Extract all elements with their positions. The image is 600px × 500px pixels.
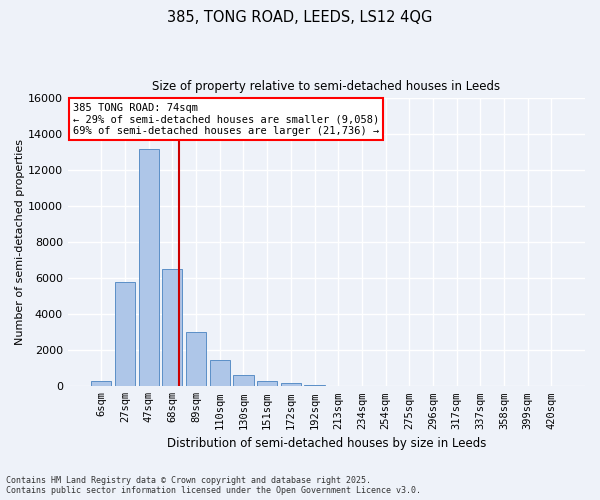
Bar	[304, 384, 325, 386]
Bar	[210, 360, 230, 386]
Bar	[233, 374, 254, 386]
X-axis label: Distribution of semi-detached houses by size in Leeds: Distribution of semi-detached houses by …	[167, 437, 486, 450]
Y-axis label: Number of semi-detached properties: Number of semi-detached properties	[15, 140, 25, 346]
Title: Size of property relative to semi-detached houses in Leeds: Size of property relative to semi-detach…	[152, 80, 500, 93]
Bar	[115, 282, 135, 387]
Text: Contains HM Land Registry data © Crown copyright and database right 2025.
Contai: Contains HM Land Registry data © Crown c…	[6, 476, 421, 495]
Bar	[139, 148, 159, 386]
Text: 385 TONG ROAD: 74sqm
← 29% of semi-detached houses are smaller (9,058)
69% of se: 385 TONG ROAD: 74sqm ← 29% of semi-detac…	[73, 102, 379, 136]
Bar	[257, 381, 277, 386]
Bar	[186, 332, 206, 386]
Bar	[281, 383, 301, 386]
Bar	[163, 270, 182, 386]
Text: 385, TONG ROAD, LEEDS, LS12 4QG: 385, TONG ROAD, LEEDS, LS12 4QG	[167, 10, 433, 25]
Bar	[91, 381, 112, 386]
